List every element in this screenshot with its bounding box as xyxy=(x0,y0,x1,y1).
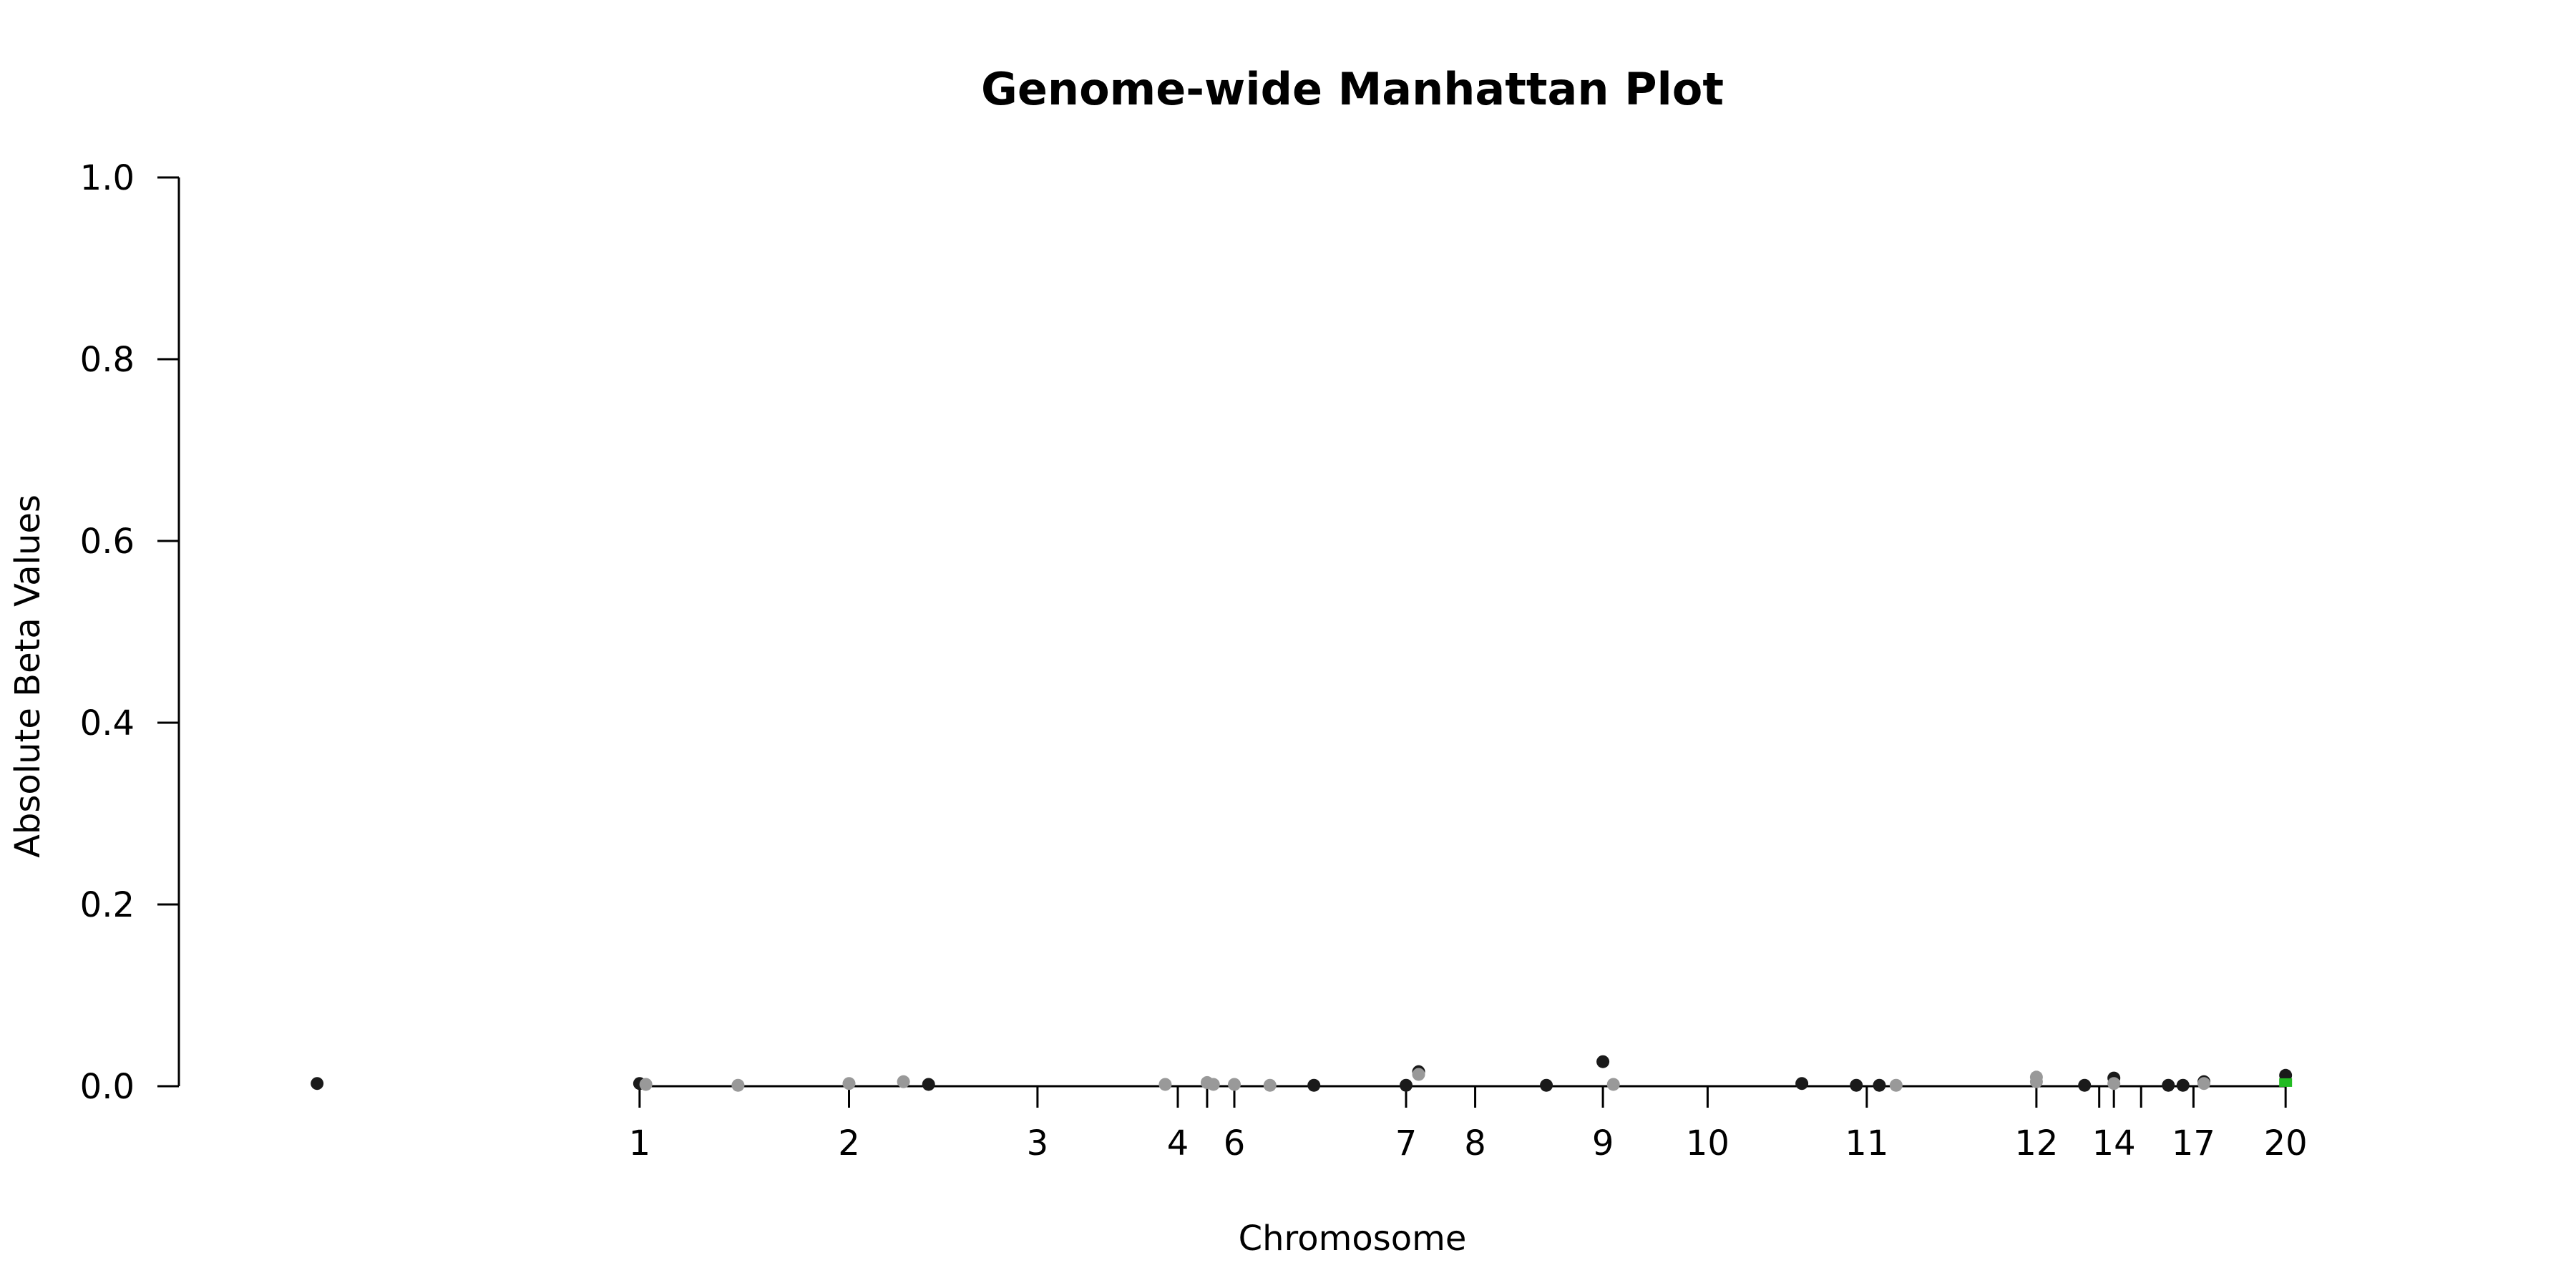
x-tick-label: 6 xyxy=(1224,1123,1246,1163)
y-tick-label: 0.6 xyxy=(80,522,135,562)
x-tick-label: 20 xyxy=(2264,1123,2308,1163)
data-point xyxy=(1206,1078,1220,1091)
data-point xyxy=(1307,1078,1321,1092)
y-tick-label: 0.4 xyxy=(80,703,135,743)
data-point xyxy=(2107,1077,2121,1091)
data-point xyxy=(1412,1068,1425,1081)
x-tick-label: 1 xyxy=(629,1123,651,1163)
x-tick-label: 17 xyxy=(2172,1123,2215,1163)
data-point xyxy=(2029,1075,2043,1088)
data-point xyxy=(1540,1078,1553,1092)
x-tick-label: 8 xyxy=(1464,1123,1486,1163)
data-point xyxy=(897,1075,910,1088)
data-point xyxy=(639,1078,653,1091)
x-tick-label: 10 xyxy=(1686,1123,1729,1163)
x-tick-label: 2 xyxy=(838,1123,860,1163)
data-point xyxy=(311,1077,324,1091)
data-point xyxy=(2162,1078,2175,1092)
data-point xyxy=(1596,1055,1610,1068)
y-tick-label: 0.0 xyxy=(80,1067,135,1107)
data-point xyxy=(2078,1078,2092,1092)
data-point xyxy=(1889,1078,1903,1092)
data-point xyxy=(1795,1077,1809,1091)
y-axis-label: Absolute Beta Values xyxy=(8,494,48,858)
data-point xyxy=(731,1078,745,1092)
y-axis: 0.0 0.2 0.4 0.6 0.8 1.0 xyxy=(80,158,180,1107)
x-tick-label: 4 xyxy=(1167,1123,1189,1163)
data-point xyxy=(1158,1078,1172,1091)
x-tick-label: 12 xyxy=(2014,1123,2058,1163)
y-tick-label: 0.8 xyxy=(80,340,135,380)
x-tick-label: 11 xyxy=(1845,1123,1888,1163)
y-tick-label: 0.2 xyxy=(80,885,135,925)
data-point xyxy=(1399,1078,1413,1092)
x-tick-label: 7 xyxy=(1395,1123,1418,1163)
data-point xyxy=(2176,1078,2190,1092)
data-point xyxy=(1263,1078,1277,1092)
data-point xyxy=(1873,1078,1886,1092)
x-tick-label: 3 xyxy=(1027,1123,1049,1163)
data-point xyxy=(842,1077,856,1091)
data-point xyxy=(1606,1078,1620,1091)
data-point xyxy=(1228,1078,1241,1091)
data-point-highlight xyxy=(2279,1078,2293,1087)
chart-title: Genome-wide Manhattan Plot xyxy=(981,63,1724,115)
x-axis: 1 2 3 4 6 7 8 9 10 11 12 14 17 20 xyxy=(629,1085,2308,1163)
data-points xyxy=(311,1055,2293,1092)
x-tick-label: 14 xyxy=(2092,1123,2136,1163)
data-point xyxy=(2197,1077,2211,1091)
data-point xyxy=(1850,1078,1863,1092)
y-tick-label: 1.0 xyxy=(80,158,135,198)
x-tick-label: 9 xyxy=(1592,1123,1614,1163)
data-point xyxy=(922,1078,935,1091)
x-axis-label: Chromosome xyxy=(1239,1219,1467,1259)
